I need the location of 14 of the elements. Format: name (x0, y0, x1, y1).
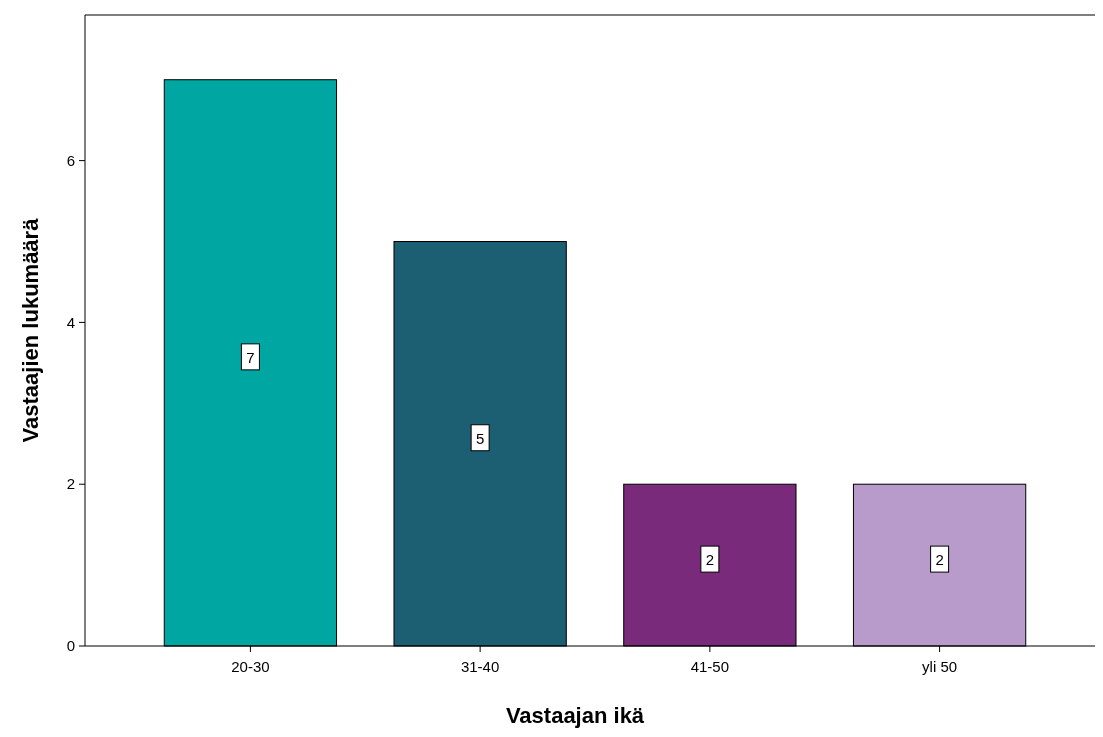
data-label: 2 (935, 551, 944, 569)
data-label: 7 (246, 348, 255, 366)
x-tick-label: yli 50 (922, 658, 958, 675)
x-axis-title: Vastaajan ikä (505, 703, 645, 728)
y-axis-title: Vastaajien lukumäärä (18, 217, 43, 443)
x-tick-label: 31-40 (460, 658, 500, 675)
x-tick-label: 41-50 (690, 658, 730, 675)
y-tick-label: 2 (66, 475, 75, 493)
y-tick-label: 0 (66, 637, 75, 655)
x-tick-label: 20-30 (231, 658, 270, 675)
y-tick-label: 4 (66, 313, 75, 331)
data-label: 2 (705, 551, 715, 569)
y-tick-label: 6 (66, 151, 75, 169)
data-label: 5 (475, 429, 485, 447)
